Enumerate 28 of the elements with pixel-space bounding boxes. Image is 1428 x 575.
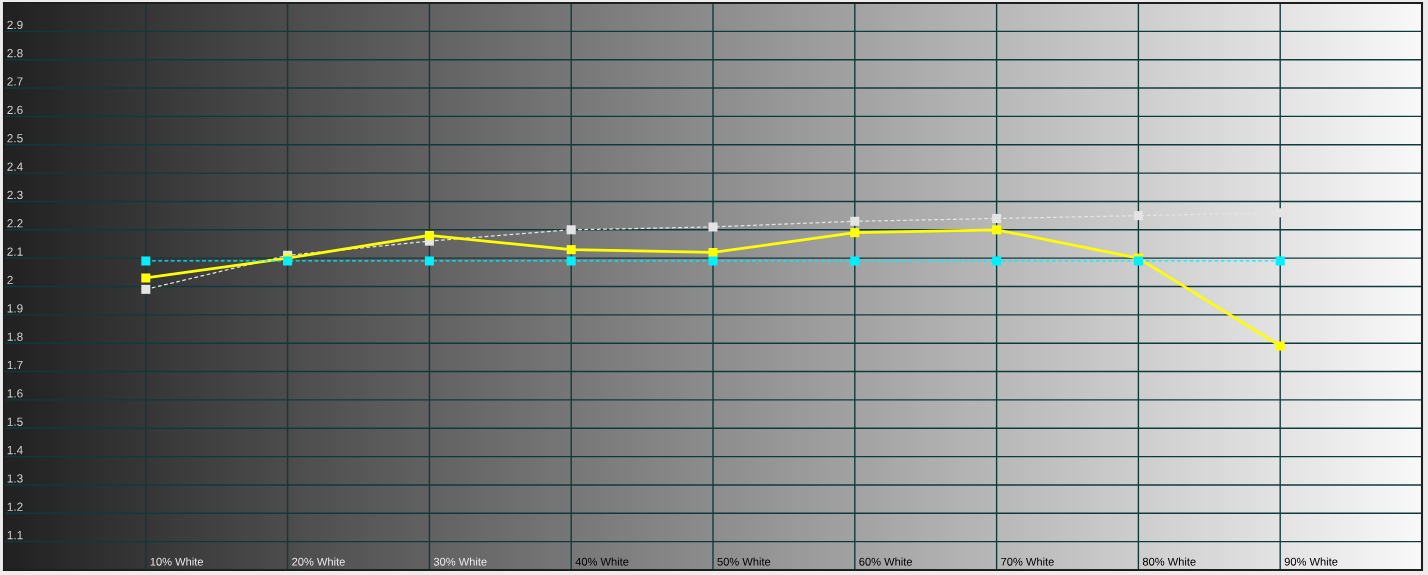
x-tick-label: 50% White bbox=[717, 557, 771, 566]
y-tick-label: 1.3 bbox=[7, 474, 23, 483]
x-tick-label: 20% White bbox=[292, 557, 345, 566]
x-tick-label: 40% White bbox=[575, 557, 629, 566]
y-tick-label: 2.2 bbox=[7, 219, 23, 228]
y-tick-label: 2.6 bbox=[7, 105, 23, 115]
y-tick-label: 2.1 bbox=[7, 247, 23, 256]
y-tick-label: 2.4 bbox=[7, 162, 23, 171]
y-tick-label: 1.4 bbox=[7, 446, 23, 455]
y-tick-label: 1.1 bbox=[7, 531, 23, 540]
x-tick-label: 60% White bbox=[859, 557, 913, 566]
y-tick-label: 1.9 bbox=[7, 304, 23, 313]
y-tick-label: 2.7 bbox=[7, 77, 23, 86]
y-tick-label: 1.7 bbox=[7, 360, 23, 370]
y-tick-label: 1.2 bbox=[7, 502, 23, 511]
x-tick-label: 80% White bbox=[1142, 557, 1196, 566]
y-tick-label: 1.5 bbox=[7, 417, 23, 426]
y-tick-label: 2.9 bbox=[7, 20, 23, 30]
y-tick-label: 2.8 bbox=[7, 49, 23, 58]
x-tick-label: 90% White bbox=[1284, 557, 1338, 566]
y-tick-label: 2.3 bbox=[7, 190, 23, 200]
x-tick-label: 30% White bbox=[433, 557, 487, 566]
x-tick-label: 70% White bbox=[1001, 557, 1054, 566]
x-tick-label: 10% White bbox=[150, 557, 204, 566]
y-tick-label: 1.6 bbox=[7, 389, 23, 398]
y-tick-label: 2.5 bbox=[7, 134, 23, 143]
y-tick-label: 1.8 bbox=[7, 332, 23, 341]
y-tick-label: 2 bbox=[7, 275, 13, 285]
